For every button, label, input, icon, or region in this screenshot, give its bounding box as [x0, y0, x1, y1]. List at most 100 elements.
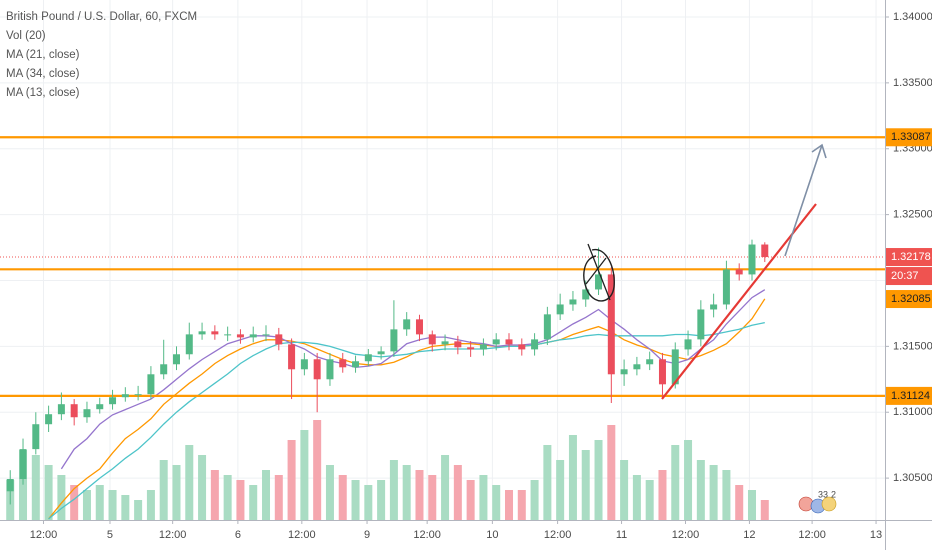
volume-bar	[517, 490, 526, 520]
arrow-shaft	[784, 144, 823, 257]
x-tick-label: 11	[616, 529, 627, 541]
level-label: 1.31124	[891, 390, 930, 402]
candle-body	[518, 344, 526, 350]
volume-bar	[556, 460, 565, 520]
last-price-label: 1.32178	[891, 251, 931, 263]
ma-line	[48, 321, 765, 520]
candle-body	[671, 349, 679, 385]
axis-labels: 1.305001.310001.315001.320001.325001.330…	[30, 11, 932, 541]
volume-bar	[134, 500, 143, 520]
trend-line	[661, 203, 817, 400]
volume-bar	[453, 465, 462, 520]
badge-flag	[798, 496, 814, 512]
volume-bar	[594, 440, 603, 520]
volume-bar	[709, 465, 718, 520]
candle-body	[172, 354, 180, 365]
volume-bar	[581, 450, 590, 520]
candle-body	[6, 479, 14, 492]
volume-bar	[223, 475, 232, 520]
legend: British Pound / U.S. Dollar, 60, FXCM Vo…	[6, 11, 197, 99]
candle-body	[326, 359, 334, 380]
candle-body	[19, 449, 27, 480]
volume-bar	[108, 490, 117, 520]
x-tick-label: 12:00	[544, 529, 572, 541]
candle-body	[352, 361, 360, 368]
x-tick-label: 10	[486, 529, 498, 541]
volume-bar	[159, 460, 168, 520]
candle-body	[96, 404, 104, 410]
candle-body	[109, 397, 117, 405]
candle-body	[441, 341, 449, 345]
volume-bar	[95, 485, 104, 520]
volume-bar	[44, 465, 53, 520]
candle-body	[569, 299, 577, 305]
legend-ma: MA (34, close)	[6, 68, 80, 80]
x-tick-label: 6	[235, 529, 241, 541]
x-tick-label: 12:00	[672, 529, 700, 541]
candle-body	[748, 244, 756, 275]
candle-body	[121, 394, 129, 398]
volume-bar	[121, 495, 130, 520]
legend-ma: MA (13, close)	[6, 87, 80, 99]
candle-body	[415, 319, 423, 335]
candle-body	[658, 359, 666, 385]
candle-body	[160, 364, 168, 375]
badge-flag	[821, 496, 837, 512]
x-tick-label: 5	[107, 529, 113, 541]
volume-bar	[82, 490, 91, 520]
candle-body	[556, 304, 564, 315]
x-tick-label: 12:00	[288, 529, 316, 541]
badge-count: 33	[818, 489, 828, 499]
candle-body	[147, 374, 155, 395]
x-tick-label: 13	[870, 529, 882, 541]
candle-body	[275, 334, 283, 345]
volume-bar	[389, 460, 398, 520]
candle-body	[364, 354, 372, 362]
level-label: 1.32085	[891, 293, 931, 305]
circle-sketch	[583, 248, 615, 302]
candle-body	[697, 309, 705, 340]
volume-bar	[210, 470, 219, 520]
volume-bar	[146, 490, 155, 520]
candle-body	[595, 274, 603, 290]
volume-bar	[696, 460, 705, 520]
volume-bar	[249, 485, 258, 520]
volume-bar	[466, 480, 475, 520]
candle-body	[454, 341, 462, 348]
volume-bar	[722, 470, 731, 520]
candle-body	[722, 269, 730, 305]
candle-body	[70, 404, 78, 418]
levels	[0, 136, 885, 397]
volume-bar	[198, 455, 207, 520]
volume-bar	[632, 475, 641, 520]
arrow-head	[811, 143, 827, 159]
candle-body	[288, 344, 296, 370]
countdown-label: 20:37	[891, 270, 919, 282]
legend-ma: MA (21, close)	[6, 49, 80, 61]
candle-body	[543, 314, 551, 340]
x-tick-label: 9	[364, 529, 370, 541]
badge-count: 2	[831, 489, 836, 499]
candle-body	[83, 409, 91, 418]
volume-bar	[300, 430, 309, 520]
candle-body	[236, 334, 244, 338]
candle-body	[479, 344, 487, 350]
volume-bar	[415, 470, 424, 520]
candle-body	[761, 244, 769, 258]
candle-body	[492, 339, 500, 345]
level-label: 1.33087	[891, 131, 931, 143]
volume-bar	[262, 470, 271, 520]
volume-bar	[313, 420, 322, 520]
y-tick-label: 1.32500	[893, 209, 932, 221]
cross-sketch	[585, 243, 611, 301]
countdown-label-bg	[886, 267, 932, 286]
volume-pane	[6, 420, 769, 520]
volume-bar	[19, 450, 28, 520]
grid	[0, 0, 885, 520]
volume-bar	[735, 485, 744, 520]
candle-body	[198, 331, 206, 335]
candle-body	[224, 334, 232, 336]
volume-bar	[377, 480, 386, 520]
